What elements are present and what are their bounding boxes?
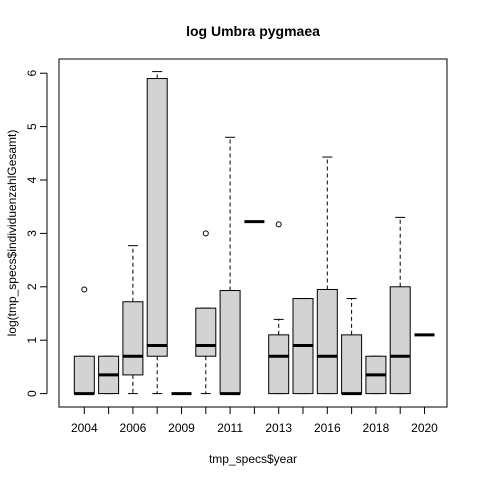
x-tick-label-2018: 2018	[363, 421, 390, 435]
x-tick-label-2013: 2013	[265, 421, 292, 435]
y-tick-label-4: 4	[25, 176, 39, 183]
x-tick-label-2020: 2020	[411, 421, 438, 435]
x-tick-label-2016: 2016	[314, 421, 341, 435]
box-2004	[73, 286, 95, 396]
box-2016	[316, 156, 338, 395]
y-tick-label-0: 0	[25, 390, 39, 397]
x-tick-label-2004: 2004	[71, 421, 98, 435]
chart-title: log Umbra pygmaea	[186, 23, 320, 39]
box-2008	[146, 71, 168, 395]
y-axis-label: log(tmp_specs$individuenzahlGesamt)	[5, 130, 19, 337]
box-2017	[341, 298, 363, 396]
box-2019	[389, 216, 411, 395]
box-2010	[195, 230, 217, 395]
box-2011	[219, 136, 241, 396]
outlier-2013-0	[275, 221, 282, 228]
y-tick-label-5: 5	[25, 123, 39, 130]
x-tick-label-2006: 2006	[120, 421, 147, 435]
box-2018	[365, 355, 387, 395]
y-axis: 0 1 2 3 4 5 6	[25, 70, 48, 397]
box-rect-2019	[389, 286, 411, 395]
boxes	[73, 71, 435, 396]
box-rect-2017	[341, 334, 363, 395]
box-rect-2010	[195, 307, 217, 357]
outlier-2004-0	[81, 286, 88, 293]
box-2006	[122, 245, 144, 395]
box-rect-2013	[268, 334, 290, 395]
x-axis: 2004 2006 2009 2011 2013 2016 2018 2020	[71, 406, 438, 435]
x-tick-label-2009: 2009	[168, 421, 195, 435]
box-rect-2006	[122, 301, 144, 376]
box-2013	[268, 221, 290, 395]
box-rect-2004	[73, 355, 95, 395]
box-2015	[292, 298, 314, 395]
y-tick-label-6: 6	[25, 70, 39, 77]
y-tick-label-3: 3	[25, 230, 39, 237]
box-rect-2008	[146, 78, 168, 357]
box-2005	[98, 355, 120, 395]
box-rect-2011	[219, 290, 241, 395]
box-rect-2016	[316, 288, 338, 395]
x-tick-label-2011: 2011	[217, 421, 243, 435]
x-axis-label: tmp_specs$year	[209, 452, 297, 466]
y-tick-label-2: 2	[25, 283, 39, 290]
y-tick-label-1: 1	[25, 337, 39, 344]
plot-frame	[58, 58, 448, 408]
outlier-2010-0	[202, 230, 209, 237]
